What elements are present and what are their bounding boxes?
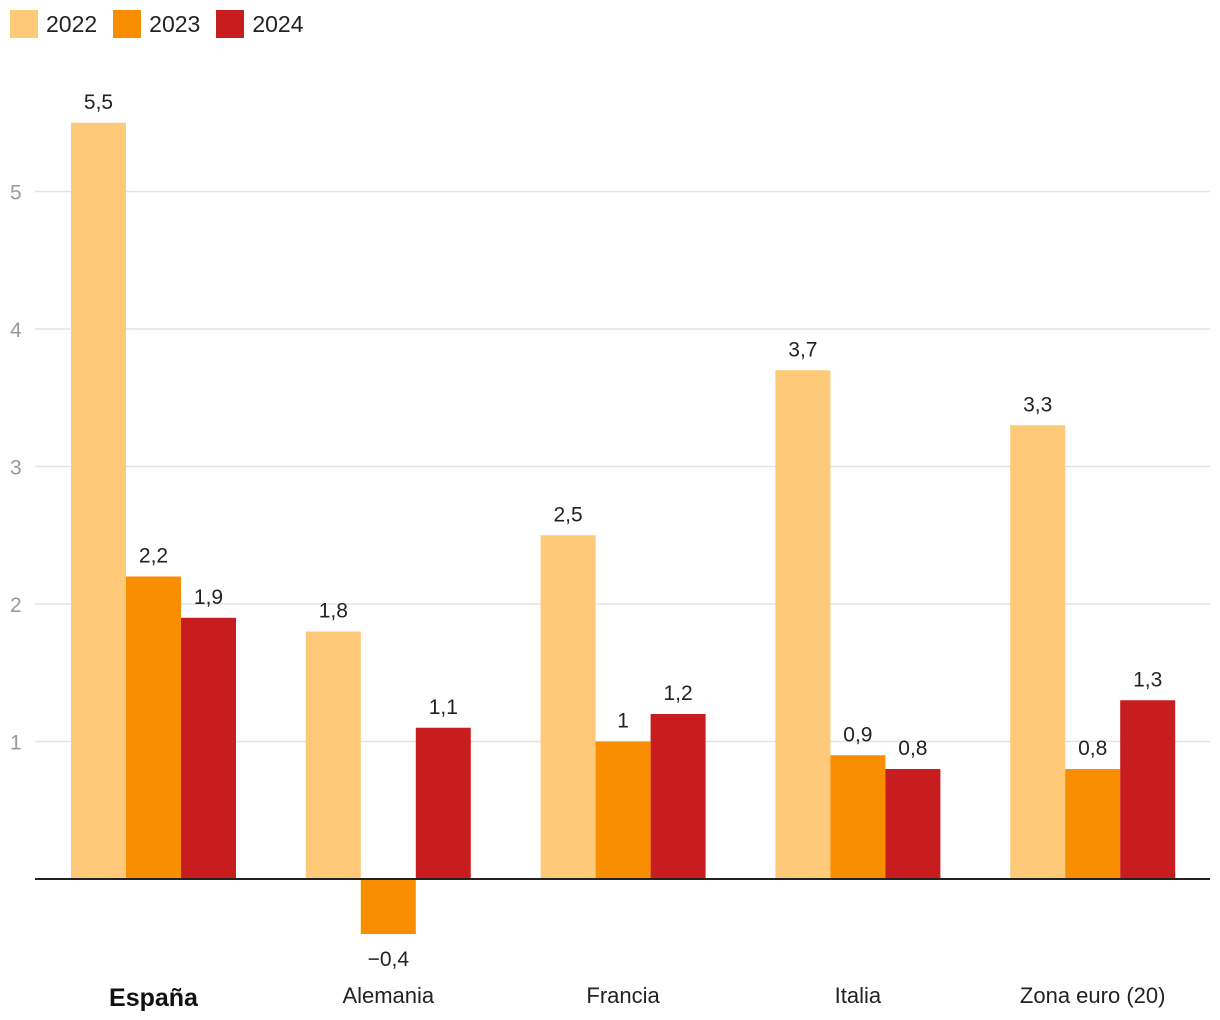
bar-españa-2024: [181, 617, 236, 879]
data-label-italia-2023: 0,9: [843, 723, 872, 746]
bar-italia-2022: [775, 370, 831, 879]
legend-item-2024: 2024: [216, 10, 304, 38]
x-tick-label-españa: España: [109, 984, 199, 1012]
legend-swatch-2023: [113, 10, 142, 38]
y-tick-label-2: 2: [10, 594, 22, 617]
legend-label-2024: 2024: [252, 10, 304, 37]
data-label-italia-2024: 0,8: [898, 737, 927, 760]
legend-swatch-2022: [10, 10, 38, 38]
x-tick-label-francia: Francia: [586, 983, 660, 1008]
data-label-alemania-2023: −0,4: [368, 948, 410, 971]
bar-francia-2023: [595, 741, 651, 879]
y-tick-label-5: 5: [10, 182, 22, 205]
legend-label-2023: 2023: [149, 10, 201, 37]
bar-italia-2023: [830, 755, 886, 879]
bar-alemania-2024: [415, 727, 471, 879]
x-tick-label-zona-euro-20-: Zona euro (20): [1020, 983, 1166, 1008]
legend: 2022 2023 2024: [10, 10, 320, 38]
data-label-francia-2024: 1,2: [663, 682, 692, 705]
bar-francia-2022: [540, 535, 596, 879]
y-tick-label-4: 4: [10, 319, 22, 342]
bar-alemania-2023: [360, 879, 416, 934]
legend-item-2022: 2022: [10, 10, 97, 38]
y-tick-label-1: 1: [10, 732, 22, 755]
legend-swatch-2024: [216, 10, 245, 38]
x-tick-label-alemania: Alemania: [342, 983, 434, 1008]
bar-zona-euro-20--2023: [1065, 769, 1121, 879]
bar-zona-euro-20--2024: [1120, 700, 1176, 879]
data-label-zona-euro-20--2024: 1,3: [1133, 668, 1162, 691]
data-label-italia-2022: 3,7: [788, 338, 817, 361]
data-label-zona-euro-20--2022: 3,3: [1023, 393, 1052, 416]
x-tick-label-italia: Italia: [835, 983, 882, 1008]
bar-francia-2024: [650, 714, 706, 879]
bar-alemania-2022: [305, 631, 361, 879]
data-label-alemania-2024: 1,1: [429, 696, 458, 719]
bar-españa-2022: [71, 122, 126, 879]
data-label-alemania-2022: 1,8: [319, 600, 348, 623]
legend-label-2022: 2022: [46, 10, 98, 37]
data-label-españa-2022: 5,5: [84, 91, 113, 114]
bar-españa-2023: [126, 576, 181, 879]
data-label-francia-2022: 2,5: [553, 503, 582, 526]
data-label-españa-2023: 2,2: [139, 545, 168, 568]
bar-italia-2024: [885, 769, 941, 879]
data-label-zona-euro-20--2023: 0,8: [1078, 737, 1107, 760]
data-label-españa-2024: 1,9: [194, 586, 223, 609]
data-label-francia-2023: 1: [617, 710, 629, 733]
y-tick-label-3: 3: [10, 457, 22, 480]
legend-item-2023: 2023: [113, 10, 200, 38]
bar-zona-euro-20--2022: [1010, 425, 1066, 879]
